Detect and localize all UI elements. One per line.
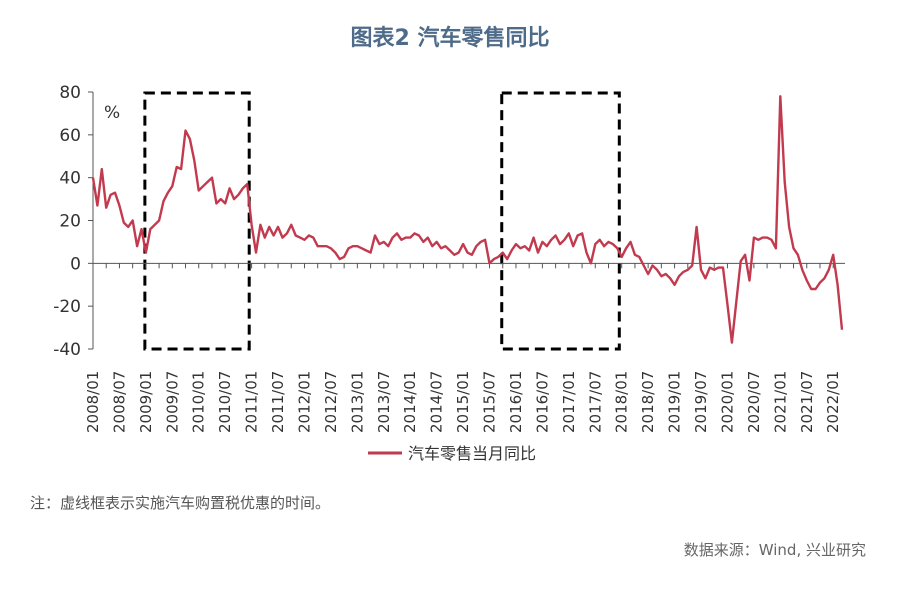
x-tick-label: 2018/07 [639, 371, 657, 433]
x-tick-label: 2012/01 [295, 371, 313, 433]
chart-note: 注：虚线框表示实施汽车购置税优惠的时间。 [30, 494, 331, 512]
highlight-boxes [143, 91, 621, 351]
x-tick-label: 2014/01 [401, 371, 419, 433]
x-tick-label: 2017/01 [560, 371, 578, 433]
x-tick-label: 2013/01 [348, 371, 366, 433]
series-line-auto-retail-yoy [91, 95, 844, 344]
x-tick-label: 2019/01 [666, 371, 684, 433]
chart-title: 图表2 汽车零售同比 [350, 26, 550, 51]
y-unit-label: % [104, 103, 120, 123]
y-tick-label: -20 [53, 297, 81, 317]
y-tick-label: 20 [59, 212, 81, 232]
y-axis: -40 -20 0 20 40 60 80% [53, 83, 120, 360]
x-tick-label: 2013/07 [375, 371, 393, 433]
x-tick-label: 2011/01 [243, 371, 261, 433]
x-tick-label: 2022/01 [824, 371, 842, 433]
x-tick-label: 2011/07 [269, 371, 287, 433]
policy-period-box [143, 91, 251, 351]
x-tick-label: 2009/07 [163, 371, 181, 433]
x-tick-label: 2020/07 [745, 371, 763, 433]
policy-period-box [500, 91, 621, 351]
x-tick-label: 2016/01 [507, 371, 525, 433]
x-tick-label: 2009/01 [137, 371, 155, 433]
legend-label: 汽车零售当月同比 [408, 444, 536, 463]
data-source: 数据来源：Wind, 兴业研究 [683, 541, 866, 559]
legend: 汽车零售当月同比 [368, 444, 536, 463]
x-tick-label: 2019/07 [692, 371, 710, 433]
x-tick-label: 2008/01 [84, 371, 102, 433]
x-tick-label: 2015/01 [454, 371, 472, 433]
x-tick-label: 2008/07 [110, 371, 128, 433]
y-tick-label: -40 [53, 340, 81, 360]
x-tick-label: 2020/01 [718, 371, 736, 433]
x-tick-label: 2010/07 [216, 371, 234, 433]
x-axis: 2008/01 2008/07 2009/01 2009/07 2010/01 2010/… [84, 262, 845, 433]
x-tick-label: 2021/07 [798, 371, 816, 433]
x-tick-label: 2018/01 [613, 371, 631, 433]
x-tick-label: 2021/01 [771, 371, 789, 433]
x-tick-label: 2017/07 [586, 371, 604, 433]
x-tick-label: 2015/07 [481, 371, 499, 433]
y-tick-label: 60 [59, 126, 81, 146]
y-tick-label: 0 [70, 254, 81, 274]
x-tick-label: 2012/07 [322, 371, 340, 433]
y-tick-label: 80 [59, 83, 81, 103]
series-lines [91, 95, 844, 344]
x-tick-label: 2014/07 [428, 371, 446, 433]
x-tick-label: 2016/07 [533, 371, 551, 433]
y-tick-label: 40 [59, 169, 81, 189]
x-tick-label: 2010/01 [190, 371, 208, 433]
